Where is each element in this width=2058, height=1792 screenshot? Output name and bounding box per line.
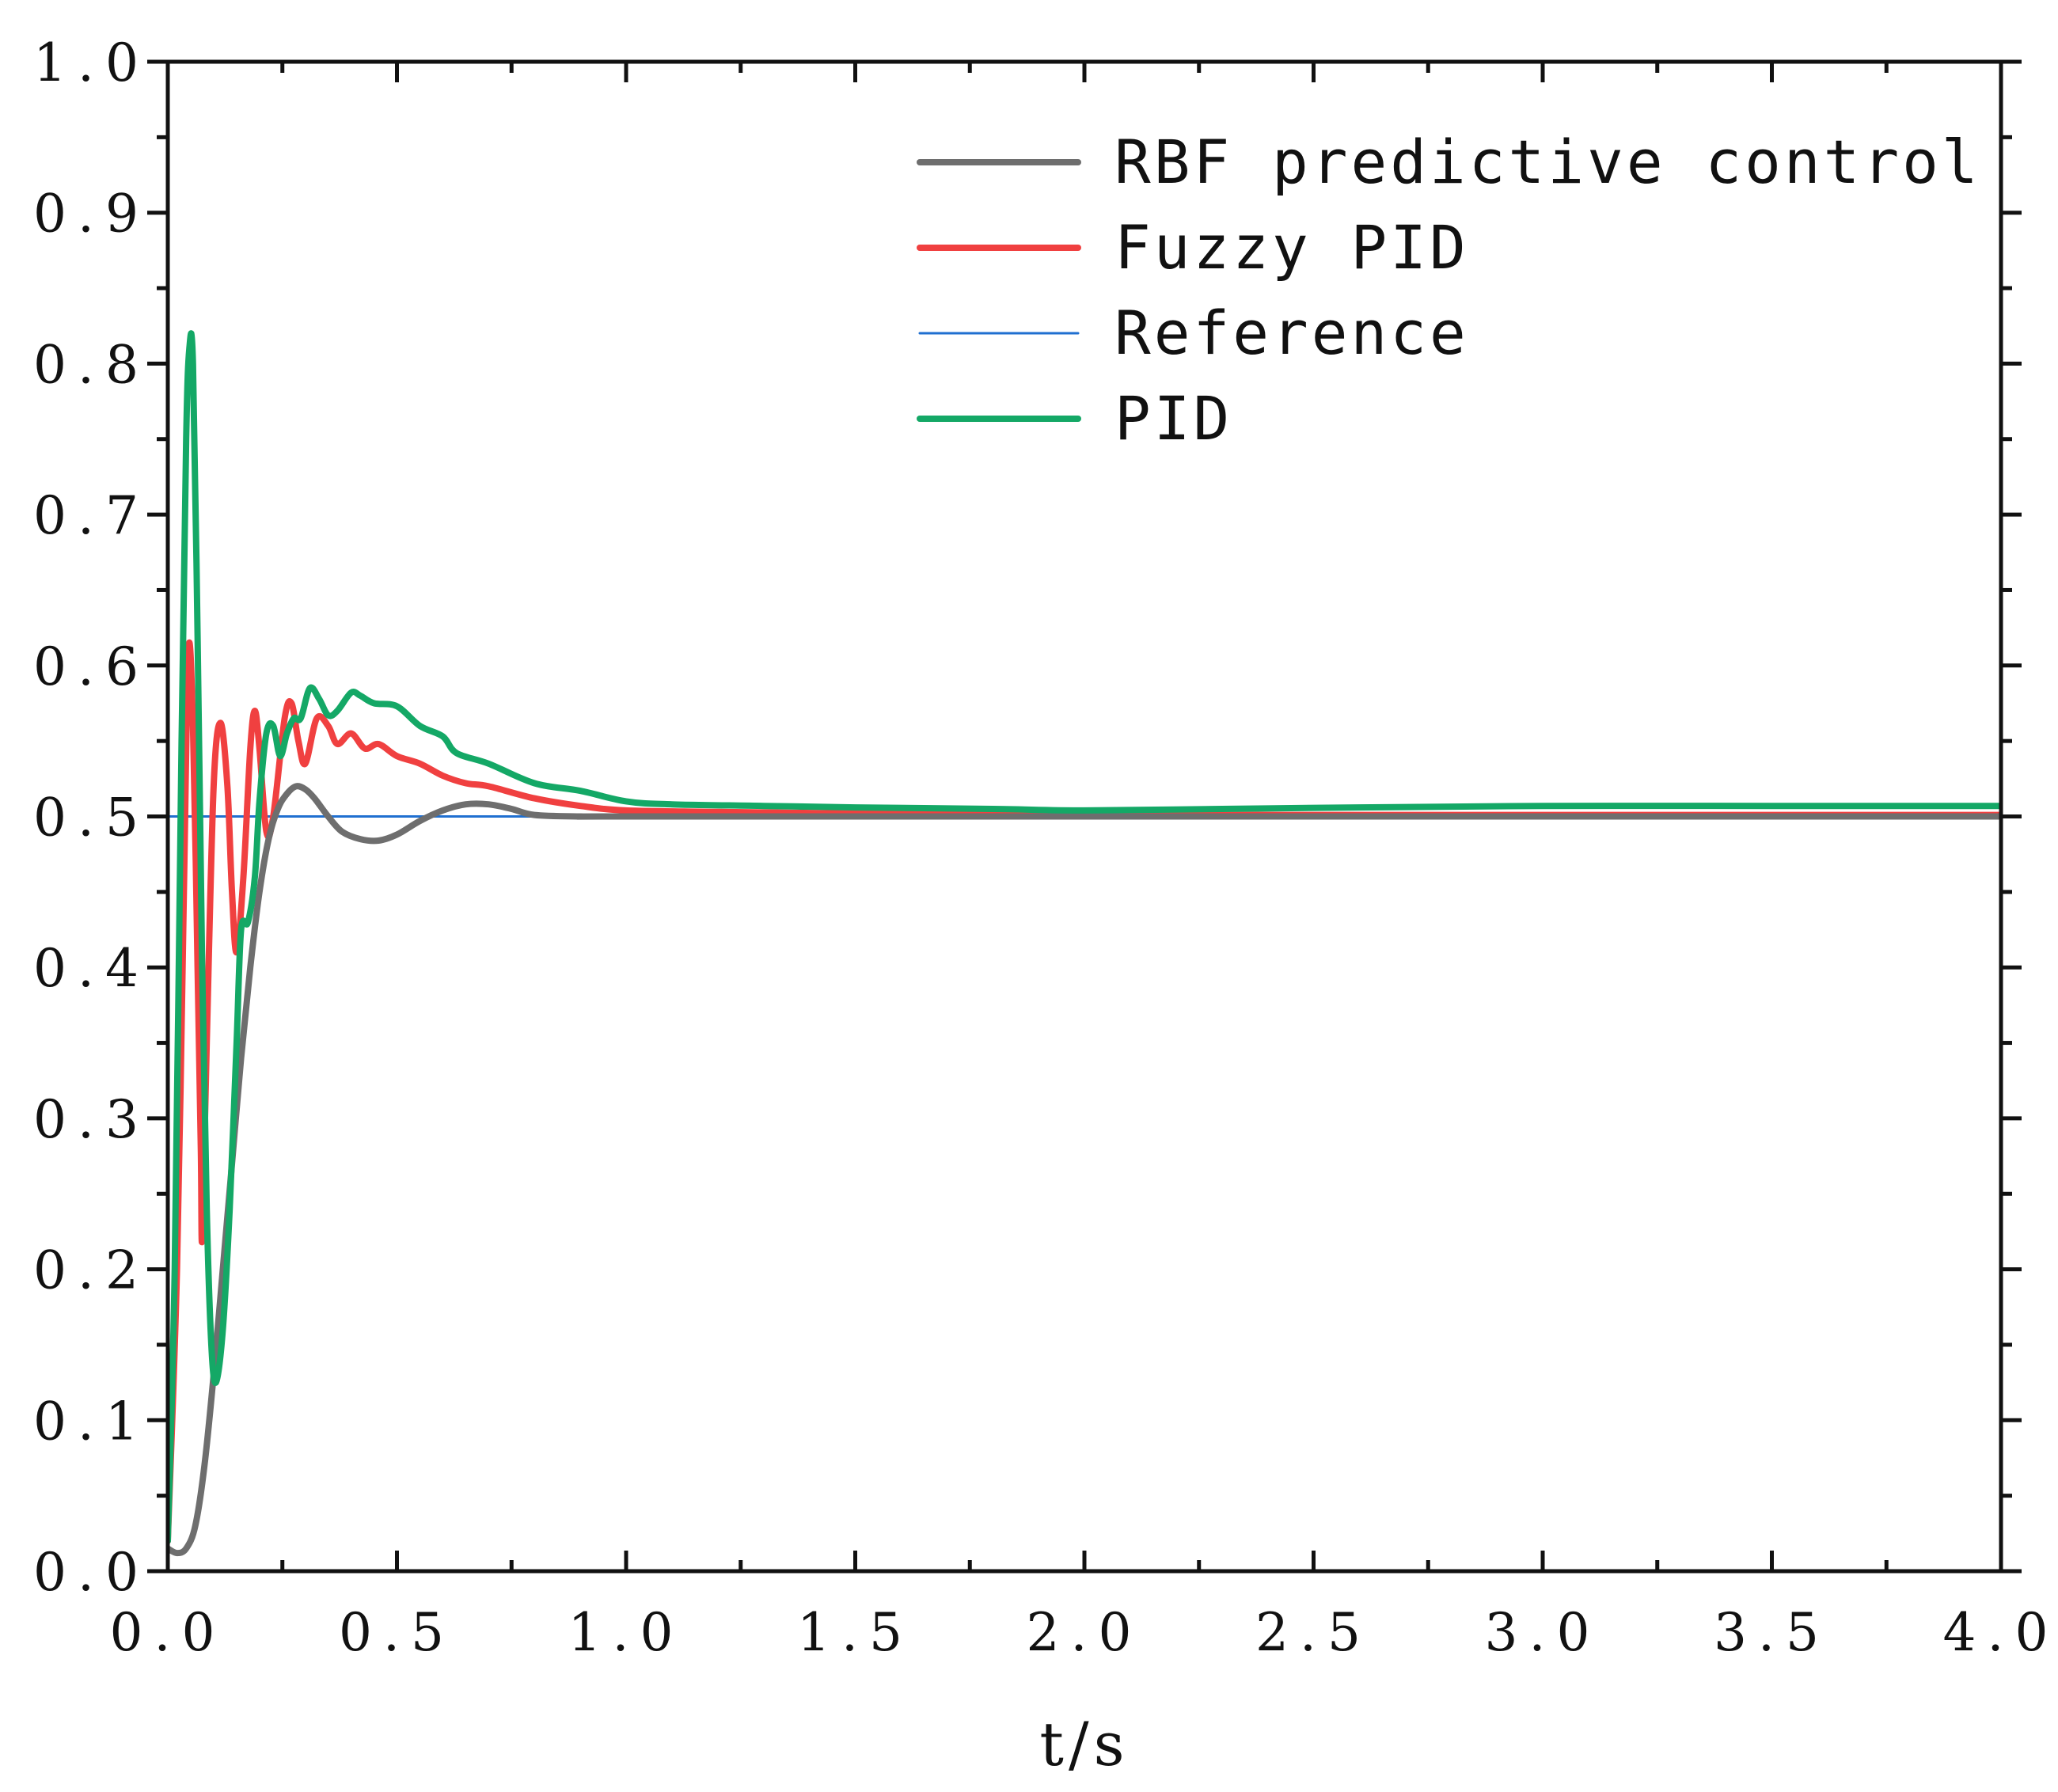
x-tick-label: 3.5 [1714, 1602, 1830, 1663]
x-axis-label: t/s [1039, 1709, 1129, 1779]
y-tick-label: 0.4 [33, 938, 150, 999]
legend-label: Reference [1114, 298, 1469, 368]
y-tick-label: 0.9 [33, 184, 150, 245]
x-tick-label: 2.0 [1027, 1602, 1143, 1663]
legend-item: RBF predictive control [917, 127, 1981, 197]
plot-series [168, 330, 2001, 1557]
x-tick-label: 2.5 [1255, 1602, 1372, 1663]
x-tick-label: 0.0 [110, 1602, 226, 1663]
y-tick-label: 0.7 [33, 485, 150, 546]
plot-frame [165, 59, 2003, 1574]
legend-label: Fuzzy PID [1114, 212, 1469, 283]
y-tick-label: 0.3 [33, 1089, 150, 1150]
y-tick-label: 1.0 [33, 32, 150, 93]
y-tick-label: 0.0 [33, 1542, 150, 1603]
y-tick-label: 0.6 [33, 636, 150, 697]
legend-label: RBF predictive control [1114, 127, 1981, 197]
x-tick-label: 0.5 [339, 1602, 455, 1663]
y-tick-label: 0.2 [33, 1240, 150, 1301]
legend-item: Reference [918, 298, 1469, 368]
legend-label: PID [1114, 383, 1232, 454]
legend: RBF predictive control Fuzzy PID Reference… [917, 127, 1981, 454]
y-tick-label: 0.8 [33, 334, 150, 395]
legend-item: Fuzzy PID [917, 212, 1469, 283]
legend-item: PID [917, 383, 1232, 454]
y-tick-label: 0.5 [33, 788, 150, 849]
x-tick-label: 1.0 [568, 1602, 685, 1663]
series-line-pid [168, 330, 2001, 1544]
series-line-rbf-predictive-control [168, 783, 2001, 1557]
x-tick-label: 4.0 [1943, 1602, 2058, 1663]
x-tick-label: 3.0 [1485, 1602, 1601, 1663]
tick-labels: 0.0 0.5 1.0 1.5 2.0 2.5 3.0 3.5 4.0 0.0 0.1 0.2 0.3 0… [33, 32, 2058, 1663]
x-tick-label: 1.5 [797, 1602, 913, 1663]
y-tick-label: 0.1 [33, 1391, 150, 1452]
